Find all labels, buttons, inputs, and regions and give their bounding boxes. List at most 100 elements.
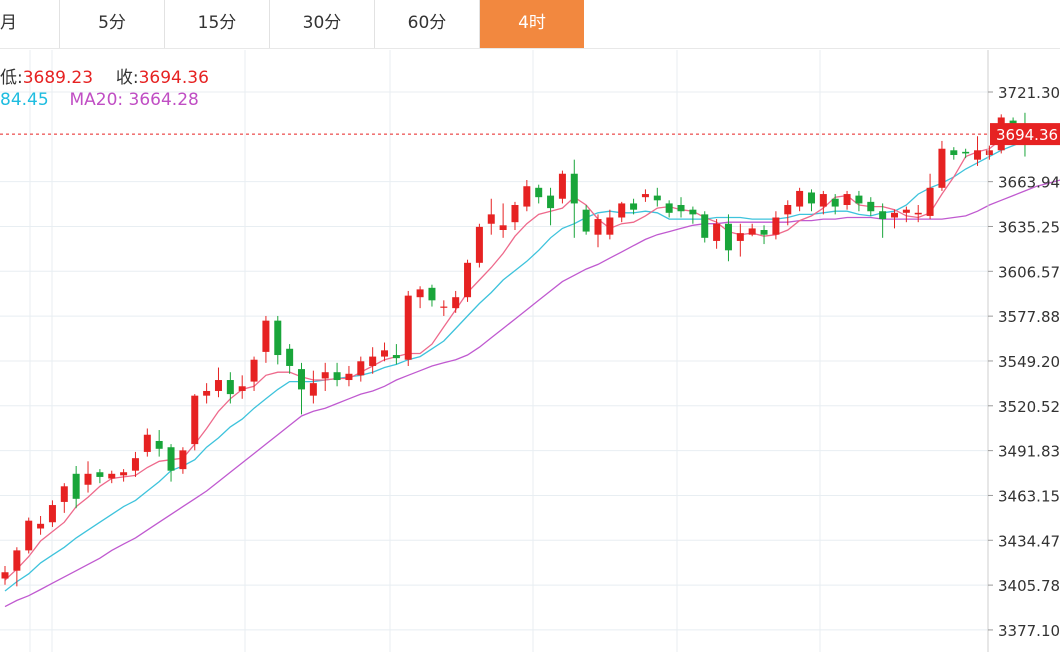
candle: [179, 447, 187, 474]
last-price-badge: [990, 123, 1060, 146]
candle: [416, 286, 424, 309]
tab-4hour[interactable]: 4时: [480, 0, 584, 48]
ma10-value: 84.45: [0, 90, 49, 110]
candle: [570, 159, 578, 238]
last-price-label: 3694.36: [996, 126, 1058, 144]
candle-body: [748, 228, 756, 235]
candle: [238, 375, 246, 399]
candle: [464, 259, 472, 302]
candle: [713, 219, 721, 249]
ohlc-info-row: 低:3689.23 收:3694.36: [0, 63, 209, 88]
candle: [558, 170, 566, 204]
candle: [60, 483, 68, 513]
candle: [120, 469, 128, 482]
candle: [309, 370, 317, 404]
candle-body: [784, 204, 792, 215]
candle: [582, 204, 590, 235]
candle-body: [155, 440, 163, 449]
candle: [203, 383, 211, 404]
candle: [392, 344, 400, 365]
candle-body: [831, 198, 839, 207]
candle: [72, 465, 80, 509]
candle: [155, 430, 163, 457]
y-tick-label: 3577.88: [998, 308, 1060, 326]
tab-month[interactable]: 月: [0, 0, 60, 48]
candle: [701, 211, 709, 243]
candle: [843, 190, 851, 210]
candle: [108, 470, 116, 484]
candle: [381, 342, 389, 362]
y-tick-label: 3606.57: [998, 263, 1060, 281]
timeframe-tabs: 月 5分 15分 30分 60分 4时: [0, 0, 1060, 49]
ma20-label: MA20:: [69, 90, 124, 110]
candle-body: [594, 219, 602, 235]
candle: [736, 223, 744, 257]
y-tick-label: 3663.94: [998, 174, 1060, 192]
low-label: 低:: [0, 68, 23, 88]
candle: [345, 365, 353, 387]
candle: [25, 517, 33, 554]
y-tick-label: 3405.78: [998, 577, 1060, 595]
candle-body: [60, 486, 68, 502]
candle: [1, 566, 9, 585]
candle-body: [262, 320, 270, 352]
candle: [321, 362, 329, 391]
candle-body: [392, 355, 400, 359]
candle: [226, 372, 234, 404]
candle: [974, 136, 982, 166]
candle: [48, 500, 56, 527]
y-tick-label: 3463.15: [998, 487, 1060, 505]
candle-body: [772, 217, 780, 235]
candle: [962, 148, 970, 159]
candle-body: [96, 472, 104, 477]
candle: [784, 200, 792, 226]
candle: [404, 290, 412, 366]
candle-body: [582, 209, 590, 232]
candle: [748, 223, 756, 237]
candle-body: [535, 187, 543, 198]
candle: [262, 315, 270, 363]
candle-body: [523, 186, 531, 207]
candle-body: [962, 151, 970, 154]
candle-body: [689, 209, 697, 215]
candle-body: [309, 383, 317, 396]
y-tick-label: 3434.47: [998, 532, 1060, 550]
candle: [724, 214, 732, 262]
candle-body: [321, 372, 329, 379]
y-tick-label: 3549.20: [998, 353, 1060, 371]
candle-body: [108, 473, 116, 479]
candle: [689, 206, 697, 224]
candle: [677, 197, 685, 218]
tab-5min[interactable]: 5分: [60, 0, 165, 48]
candle-body: [630, 203, 638, 210]
candle-body: [48, 505, 56, 523]
candle-body: [926, 187, 934, 216]
candle-body: [665, 203, 673, 213]
candle-body: [843, 194, 851, 205]
candle-body: [796, 190, 804, 207]
candle: [594, 214, 602, 248]
candle: [357, 356, 365, 382]
candle: [440, 300, 448, 316]
close-label: 收:: [115, 68, 139, 88]
candle: [630, 198, 638, 215]
candle-body: [286, 348, 294, 366]
tab-60min[interactable]: 60分: [375, 0, 480, 48]
candle-body: [724, 223, 732, 251]
candle-body: [357, 361, 365, 376]
candle-body: [13, 550, 21, 571]
tab-30min[interactable]: 30分: [270, 0, 375, 48]
candle: [499, 203, 507, 238]
candle-body: [653, 195, 661, 201]
tab-15min[interactable]: 15分: [165, 0, 270, 48]
y-tick-label: 3635.25: [998, 218, 1060, 236]
candle-body: [807, 192, 815, 204]
candle-body: [760, 229, 768, 235]
candle: [143, 428, 151, 457]
candle-body: [618, 203, 626, 218]
candle: [487, 198, 495, 235]
y-tick-label: 3520.52: [998, 398, 1060, 416]
candle-body: [974, 150, 982, 160]
candle-body: [143, 434, 151, 452]
